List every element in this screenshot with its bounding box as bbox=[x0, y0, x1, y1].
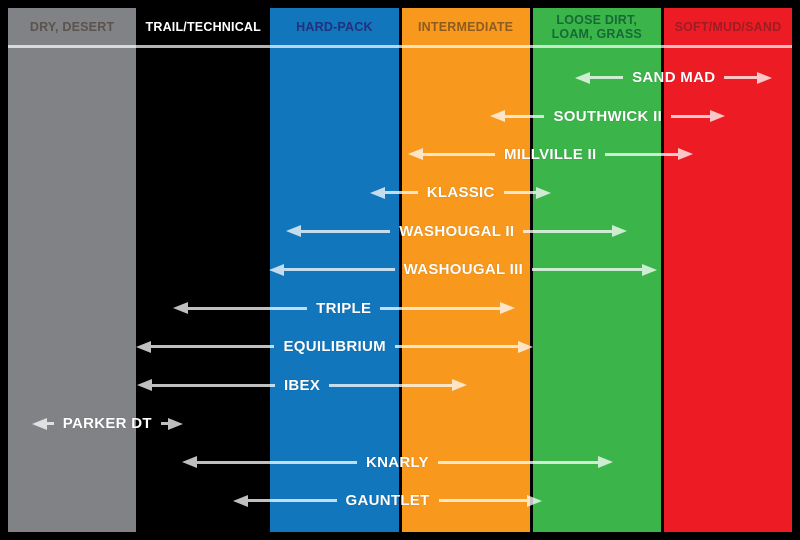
tire-label-southwick-ii: SOUTHWICK II bbox=[553, 107, 663, 125]
range-arrow-left-icon bbox=[172, 302, 308, 315]
range-arrow-right-icon bbox=[605, 148, 693, 161]
range-arrow-left-icon bbox=[269, 263, 395, 276]
range-arrow-left-icon bbox=[575, 71, 624, 84]
tire-row-southwick-ii: SOUTHWICK II bbox=[490, 105, 726, 127]
tire-row-parker-dt: PARKER DT bbox=[31, 413, 184, 435]
terrain-column-soft-mud-sand: SOFT/MUD/SAND bbox=[663, 8, 793, 532]
range-arrow-left-icon bbox=[232, 494, 337, 507]
range-arrow-right-icon bbox=[523, 225, 628, 238]
terrain-column-trail-technical: TRAIL/TECHNICAL bbox=[139, 8, 268, 532]
tire-row-equilibrium: EQUILIBRIUM bbox=[136, 336, 534, 358]
range-arrow-left-icon bbox=[31, 417, 54, 430]
tire-row-ibex: IBEX bbox=[137, 374, 467, 396]
terrain-column-header-trail-technical: TRAIL/TECHNICAL bbox=[145, 20, 261, 34]
range-arrow-left-icon bbox=[137, 379, 275, 392]
tire-label-knarly: KNARLY bbox=[365, 453, 429, 471]
terrain-column-intermediate: INTERMEDIATE bbox=[401, 8, 530, 532]
terrain-column-header-dry-desert: DRY, DESERT bbox=[29, 20, 115, 34]
tire-row-gauntlet: GAUNTLET bbox=[232, 490, 543, 512]
tire-label-triple: TRIPLE bbox=[316, 299, 372, 317]
tire-label-washougal-ii: WASHOUGAL II bbox=[399, 222, 515, 240]
tire-row-knarly: KNARLY bbox=[181, 451, 613, 473]
tire-label-equilibrium: EQUILIBRIUM bbox=[283, 338, 386, 356]
tire-label-washougal-iii: WASHOUGAL III bbox=[403, 261, 524, 279]
tire-row-washougal-ii: WASHOUGAL II bbox=[286, 220, 628, 242]
terrain-column-header-soft-mud-sand: SOFT/MUD/SAND bbox=[674, 20, 782, 34]
tire-label-sand-mad: SAND MAD bbox=[632, 69, 716, 86]
range-arrow-left-icon bbox=[286, 225, 391, 238]
range-arrow-right-icon bbox=[394, 340, 534, 353]
header-separator-line bbox=[8, 45, 792, 48]
tire-row-washougal-iii: WASHOUGAL III bbox=[269, 259, 658, 281]
tire-label-klassic: KLASSIC bbox=[426, 184, 495, 202]
tire-label-gauntlet: GAUNTLET bbox=[345, 492, 430, 509]
range-arrow-right-icon bbox=[532, 263, 658, 276]
terrain-column-header-loose-dirt-loam-grass: LOOSE DIRT, LOAM, GRASS bbox=[551, 13, 642, 41]
range-arrow-right-icon bbox=[503, 186, 552, 199]
tire-row-klassic: KLASSIC bbox=[369, 182, 552, 204]
range-arrow-right-icon bbox=[380, 302, 515, 315]
range-arrow-right-icon bbox=[437, 456, 613, 468]
range-arrow-left-icon bbox=[181, 456, 357, 468]
range-arrow-right-icon bbox=[160, 417, 184, 430]
tire-row-millville-ii: MILLVILLE II bbox=[407, 143, 693, 165]
tire-row-triple: TRIPLE bbox=[172, 297, 515, 319]
tire-label-ibex: IBEX bbox=[283, 376, 321, 394]
range-arrow-right-icon bbox=[724, 71, 773, 84]
range-arrow-right-icon bbox=[329, 379, 467, 392]
terrain-column-header-intermediate: INTERMEDIATE bbox=[417, 20, 514, 34]
range-arrow-left-icon bbox=[136, 340, 275, 353]
range-arrow-left-icon bbox=[407, 148, 495, 161]
range-arrow-left-icon bbox=[490, 110, 545, 122]
terrain-column-dry-desert: DRY, DESERT bbox=[8, 8, 137, 532]
terrain-column-header-hard-pack: HARD-PACK bbox=[296, 20, 373, 34]
tire-label-millville-ii: MILLVILLE II bbox=[504, 145, 597, 163]
tire-label-parker-dt: PARKER DT bbox=[62, 415, 152, 433]
range-arrow-left-icon bbox=[369, 186, 418, 199]
range-arrow-right-icon bbox=[671, 110, 726, 122]
tire-row-sand-mad: SAND MAD bbox=[575, 67, 773, 89]
range-arrow-right-icon bbox=[438, 494, 543, 507]
